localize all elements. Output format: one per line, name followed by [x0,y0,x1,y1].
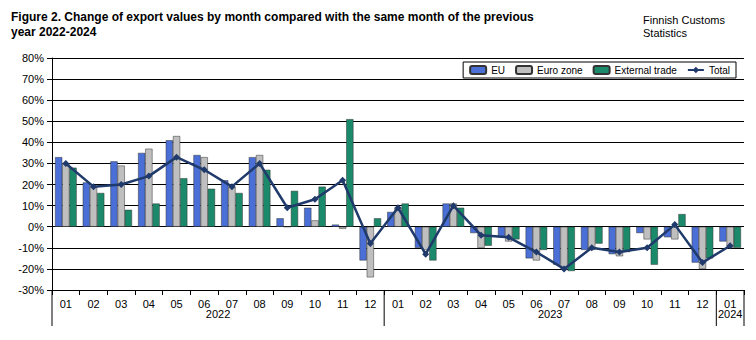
svg-text:11: 11 [337,298,348,310]
svg-text:20%: 20% [22,179,44,191]
svg-text:08: 08 [253,298,265,310]
svg-text:10: 10 [641,298,653,310]
svg-text:09: 09 [281,298,293,310]
svg-text:Figure 2. Change of export val: Figure 2. Change of export values by mon… [11,10,537,24]
svg-text:10%: 10% [22,200,44,212]
svg-text:12: 12 [696,298,708,310]
svg-text:Statistics: Statistics [643,27,688,39]
svg-text:2022: 2022 [206,308,230,320]
svg-text:-30%: -30% [18,284,44,296]
svg-text:09: 09 [613,298,625,310]
svg-text:03: 03 [115,298,127,310]
svg-text:02: 02 [87,298,99,310]
svg-text:EU: EU [491,65,505,76]
svg-text:12: 12 [364,298,376,310]
svg-text:01: 01 [392,298,404,310]
svg-text:-10%: -10% [18,242,44,254]
svg-text:10: 10 [309,298,321,310]
svg-text:80%: 80% [22,52,44,64]
svg-text:2024: 2024 [718,308,742,320]
svg-text:04: 04 [475,298,487,310]
svg-text:Finnish Customs: Finnish Customs [643,14,728,26]
svg-text:50%: 50% [22,115,44,127]
svg-text:30%: 30% [22,157,44,169]
svg-text:60%: 60% [22,94,44,106]
svg-text:06: 06 [530,298,542,310]
svg-text:06: 06 [198,298,210,310]
svg-text:External trade: External trade [615,65,678,76]
svg-text:Euro zone: Euro zone [537,65,583,76]
svg-text:2023: 2023 [538,308,562,320]
svg-text:08: 08 [586,298,598,310]
svg-text:05: 05 [503,298,515,310]
svg-text:Total: Total [709,65,730,76]
svg-text:01: 01 [724,298,736,310]
svg-text:03: 03 [447,298,459,310]
svg-text:04: 04 [143,298,155,310]
svg-text:02: 02 [420,298,432,310]
svg-text:07: 07 [558,298,570,310]
svg-text:year 2022-2024: year 2022-2024 [11,25,97,39]
svg-text:05: 05 [170,298,182,310]
svg-text:70%: 70% [22,73,44,85]
svg-text:01: 01 [60,298,72,310]
svg-text:40%: 40% [22,136,44,148]
svg-text:07: 07 [226,298,238,310]
svg-text:0%: 0% [28,221,44,233]
svg-text:11: 11 [669,298,680,310]
svg-text:-20%: -20% [18,263,44,275]
